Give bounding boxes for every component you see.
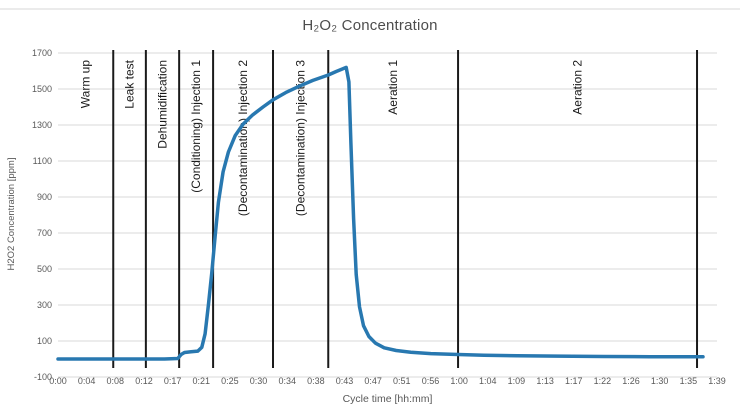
x-tick-label: 0:34	[278, 376, 296, 386]
x-tick-label: 0:56	[422, 376, 440, 386]
x-tick-label: 0:51	[393, 376, 411, 386]
x-tick-label: 1:17	[565, 376, 583, 386]
x-tick-label: 1:13	[536, 376, 554, 386]
x-tick-label: 0:12	[135, 376, 153, 386]
y-tick-label: 100	[37, 336, 52, 346]
x-tick-label: 0:43	[336, 376, 354, 386]
y-tick-label: -100	[34, 372, 52, 382]
y-tick-label: 900	[37, 192, 52, 202]
phase-label: Warm up	[79, 60, 93, 109]
x-tick-label: 1:35	[680, 376, 698, 386]
x-tick-label: 0:04	[78, 376, 96, 386]
x-tick-label: 1:39	[708, 376, 726, 386]
x-tick-label: 1:30	[651, 376, 669, 386]
x-tick-label: 1:04	[479, 376, 497, 386]
x-tick-label: 1:22	[594, 376, 612, 386]
phase-label: Dehumidification	[156, 60, 170, 149]
x-tick-label: 1:26	[622, 376, 640, 386]
x-tick-label: 0:17	[164, 376, 182, 386]
h2o2-series-line	[56, 65, 705, 361]
y-tick-label: 300	[37, 300, 52, 310]
y-tick-label: 1500	[32, 84, 52, 94]
y-tick-label: 1100	[33, 156, 52, 166]
y-tick-label: 700	[37, 228, 52, 238]
phase-label: Aeration 1	[386, 60, 400, 115]
x-tick-label: 0:25	[221, 376, 239, 386]
x-axis-title: Cycle time [hh:mm]	[342, 393, 433, 405]
y-tick-label: 1700	[32, 48, 52, 58]
x-tick-label: 0:47	[364, 376, 382, 386]
phase-label: (Decontamination) Injection 2	[236, 60, 250, 216]
phase-label: (Conditioning) Injection 1	[189, 60, 203, 193]
x-tick-label: 0:00	[49, 376, 67, 386]
top-border-line	[0, 8, 740, 10]
y-axis-title: H2O2 Concentration [ppm]	[6, 157, 17, 271]
x-tick-label: 0:30	[250, 376, 268, 386]
phase-label: (Decontamination) Injection 3	[294, 60, 308, 216]
x-tick-label: 1:09	[508, 376, 526, 386]
x-tick-label: 1:00	[450, 376, 468, 386]
phase-label: Leak test	[123, 59, 137, 108]
x-tick-label: 0:08	[107, 376, 125, 386]
y-tick-label: 500	[37, 264, 52, 274]
y-tick-label: 1300	[32, 120, 52, 130]
x-tick-label: 0:21	[192, 376, 210, 386]
phase-label: Aeration 2	[571, 60, 585, 115]
chart-title: H₂O₂ Concentration	[302, 17, 438, 34]
x-tick-label: 0:38	[307, 376, 325, 386]
